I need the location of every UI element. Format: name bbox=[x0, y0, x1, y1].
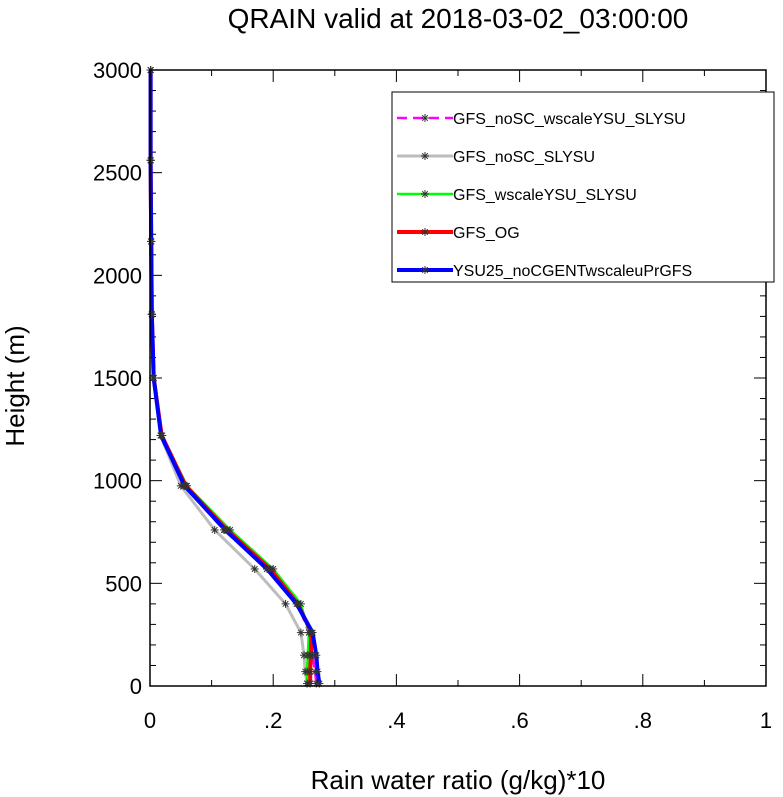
legend-box bbox=[391, 91, 775, 283]
data-point-marker bbox=[263, 564, 272, 573]
y-axis-label: Height (m) bbox=[0, 325, 30, 446]
data-point-marker bbox=[281, 599, 290, 608]
data-point-marker bbox=[421, 228, 429, 236]
y-tick-label: 3000 bbox=[93, 58, 142, 83]
data-point-marker bbox=[421, 266, 429, 274]
series-line bbox=[148, 70, 322, 684]
y-tick-label: 1500 bbox=[93, 366, 142, 391]
y-tick-label: 1000 bbox=[93, 469, 142, 494]
data-point-marker bbox=[149, 374, 158, 382]
data-point-marker bbox=[180, 481, 189, 490]
legend-label: YSU25_noCGENTwscaleuPrGFS bbox=[453, 263, 692, 280]
data-point-marker bbox=[157, 431, 166, 440]
data-point-marker bbox=[308, 628, 317, 637]
data-point-marker bbox=[250, 564, 259, 573]
data-point-marker bbox=[147, 310, 156, 319]
x-tick-label: .2 bbox=[264, 708, 282, 733]
data-point-marker bbox=[421, 114, 429, 122]
data-point-marker bbox=[421, 152, 429, 160]
data-point-marker bbox=[221, 525, 230, 534]
data-point-marker bbox=[421, 190, 429, 198]
legend: GFS_noSC_wscaleYSU_SLYSU GFS_noSC_SLYSU GF… bbox=[391, 91, 775, 283]
plot-frame bbox=[149, 69, 767, 687]
data-point-marker bbox=[306, 667, 315, 676]
legend-label: GFS_OG bbox=[453, 225, 520, 242]
x-tick-label: .4 bbox=[387, 708, 405, 733]
x-tick-label: 0 bbox=[144, 708, 156, 733]
data-point-marker bbox=[312, 651, 321, 660]
legend-label: GFS_noSC_SLYSU bbox=[453, 149, 595, 166]
series-layer bbox=[146, 66, 324, 688]
legend-item: GFS_noSC_wscaleYSU_SLYSU bbox=[397, 111, 686, 128]
data-point-marker bbox=[147, 237, 156, 246]
legend-item: YSU25_noCGENTwscaleuPrGFS bbox=[397, 263, 692, 280]
legend-item: GFS_OG bbox=[397, 225, 520, 242]
x-tick-label: .8 bbox=[634, 708, 652, 733]
y-tick-label: 2500 bbox=[93, 161, 142, 186]
data-point-marker bbox=[210, 525, 219, 534]
y-tick-label: 0 bbox=[130, 674, 142, 699]
x-tick-label: 1 bbox=[760, 708, 772, 733]
data-point-marker bbox=[313, 667, 322, 676]
x-axis-label: Rain water ratio (g/kg)*10 bbox=[311, 765, 606, 795]
legend-label: GFS_wscaleYSU_SLYSU bbox=[453, 187, 637, 204]
legend-label: GFS_noSC_wscaleYSU_SLYSU bbox=[453, 111, 686, 128]
legend-item: GFS_wscaleYSU_SLYSU bbox=[397, 187, 637, 204]
y-tick-label: 500 bbox=[105, 571, 142, 596]
x-tick-label: .6 bbox=[510, 708, 528, 733]
legend-item: GFS_noSC_SLYSU bbox=[397, 149, 595, 166]
y-tick-label: 2000 bbox=[93, 263, 142, 288]
data-point-marker bbox=[292, 599, 301, 608]
chart-title: QRAIN valid at 2018-03-02_03:00:00 bbox=[228, 3, 689, 34]
axis-ticks: 0 500 1000 1500 2000 2500 3000 0 .2 .4 .6 .8 1 bbox=[93, 58, 772, 733]
data-point-marker bbox=[296, 628, 305, 637]
